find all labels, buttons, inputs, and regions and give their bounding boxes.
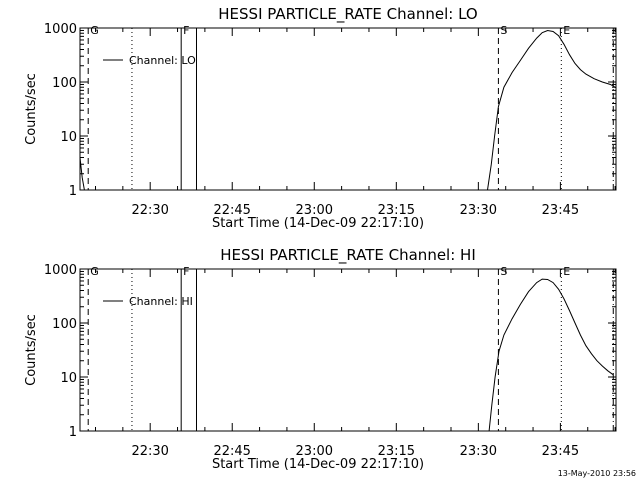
marker-label: E: [563, 265, 570, 278]
timestamp: 13-May-2010 23:56: [558, 469, 636, 478]
y-tick-label: 100: [52, 317, 77, 332]
marker-label: G: [90, 265, 99, 278]
marker-label: F: [183, 24, 189, 37]
marker-label: E: [563, 24, 570, 37]
chart-panel-lo: HESSI PARTICLE_RATE Channel: LO 22:30 22:4…: [24, 5, 617, 231]
y-tick-label: 1: [69, 425, 77, 440]
marker-label: S: [500, 265, 507, 278]
y-tick-label: 1: [69, 184, 77, 199]
x-tick-label: 22:45: [213, 444, 250, 459]
marker-label: F: [183, 265, 189, 278]
x-tick-label: 23:15: [378, 444, 415, 459]
legend-label: Channel: HI: [129, 295, 193, 308]
x-tick-label: 23:00: [296, 444, 333, 459]
plot-frame: [79, 268, 617, 432]
plot-frame: [79, 27, 617, 191]
legend-label: Channel: LO: [129, 54, 196, 67]
x-tick-label: 22:30: [131, 203, 168, 218]
series-line-segment: [487, 29, 617, 191]
x-tick-label: 22:30: [131, 444, 168, 459]
y-tick-label: 100: [52, 76, 77, 91]
series-line-segment: [488, 278, 614, 432]
x-tick-label: 23:00: [296, 203, 333, 218]
chart-panel-hi: HESSI PARTICLE_RATE Channel: HI 22:30 22:4…: [24, 246, 617, 472]
x-tick-label: 23:15: [378, 203, 415, 218]
y-axis-label: Counts/sec: [24, 73, 39, 145]
chart-title: HESSI PARTICLE_RATE Channel: HI: [220, 246, 476, 265]
x-tick-label: 23:30: [460, 203, 497, 218]
x-tick-label: 23:30: [460, 444, 497, 459]
x-axis-label: Start Time (14-Dec-09 22:17:10): [212, 457, 424, 472]
x-tick-label: 23:45: [542, 444, 579, 459]
y-tick-label: 1000: [44, 263, 77, 278]
y-tick-label: 10: [60, 130, 77, 145]
y-tick-label: 1000: [44, 22, 77, 37]
x-axis-label: Start Time (14-Dec-09 22:17:10): [212, 216, 424, 231]
y-tick-label: 10: [60, 371, 77, 386]
marker-label: G: [90, 24, 99, 37]
y-axis-label: Counts/sec: [24, 314, 39, 386]
x-tick-label: 22:45: [213, 203, 250, 218]
marker-label: S: [500, 24, 507, 37]
chart-title: HESSI PARTICLE_RATE Channel: LO: [218, 5, 477, 24]
x-tick-label: 23:45: [542, 203, 579, 218]
series-line-segment: [79, 157, 85, 191]
